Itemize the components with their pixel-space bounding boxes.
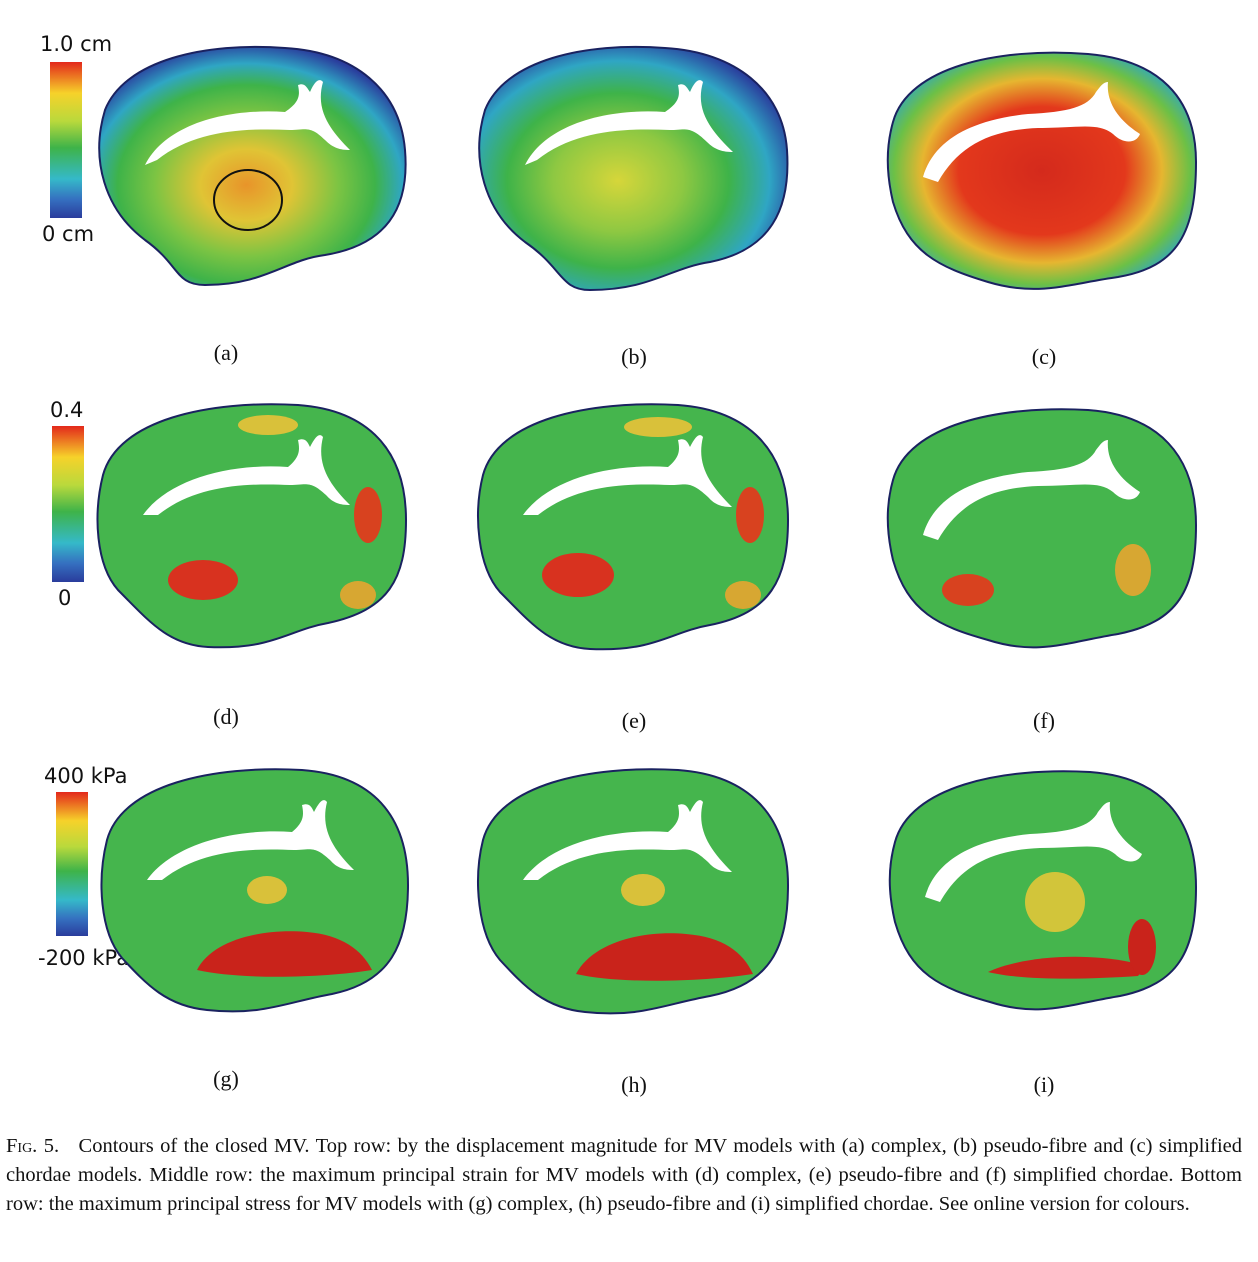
- panel-label-g: (g): [213, 1066, 239, 1091]
- panel-d-contour-image: [96, 403, 408, 649]
- scale-3-max-label: 400 kPa: [44, 764, 128, 788]
- panel-label-a: (a): [213, 340, 239, 365]
- panel-label-c: (c): [1031, 344, 1057, 369]
- scale-1-min-label: 0 cm: [42, 222, 95, 246]
- figure-label: Fig. 5.: [6, 1135, 60, 1157]
- scale-3-colorbar: [56, 792, 88, 936]
- panel-c-contour-image: [886, 51, 1198, 290]
- panel-h-contour-image: [477, 768, 790, 1015]
- panel-b-contour-image: [478, 45, 789, 292]
- panel-g-contour-image: [100, 768, 410, 1013]
- panel-label-f: (f): [1033, 708, 1055, 733]
- panel-a-contour-image: [98, 45, 407, 287]
- scale-2-max-label: 0.4: [50, 398, 84, 422]
- scale-3-min-label: -200 kPa: [38, 946, 130, 970]
- scale-2-min-label: 0: [58, 586, 72, 610]
- panel-label-h: (h): [621, 1072, 647, 1097]
- figure-caption: Fig. 5. Contours of the closed MV. Top r…: [6, 1132, 1242, 1219]
- panel-label-d: (d): [213, 704, 239, 729]
- scale-2-colorbar: [52, 426, 84, 582]
- panel-i-contour-image: [888, 770, 1198, 1011]
- panel-e-contour-image: [477, 403, 790, 651]
- panel-label-i: (i): [1033, 1072, 1055, 1097]
- scale-1-colorbar: [50, 62, 82, 218]
- figure-caption-text: Contours of the closed MV. Top row: by t…: [6, 1135, 1242, 1215]
- panel-label-b: (b): [621, 344, 647, 369]
- panel-f-contour-image: [886, 408, 1198, 649]
- panel-label-e: (e): [621, 708, 647, 733]
- scale-1-max-label: 1.0 cm: [40, 32, 113, 56]
